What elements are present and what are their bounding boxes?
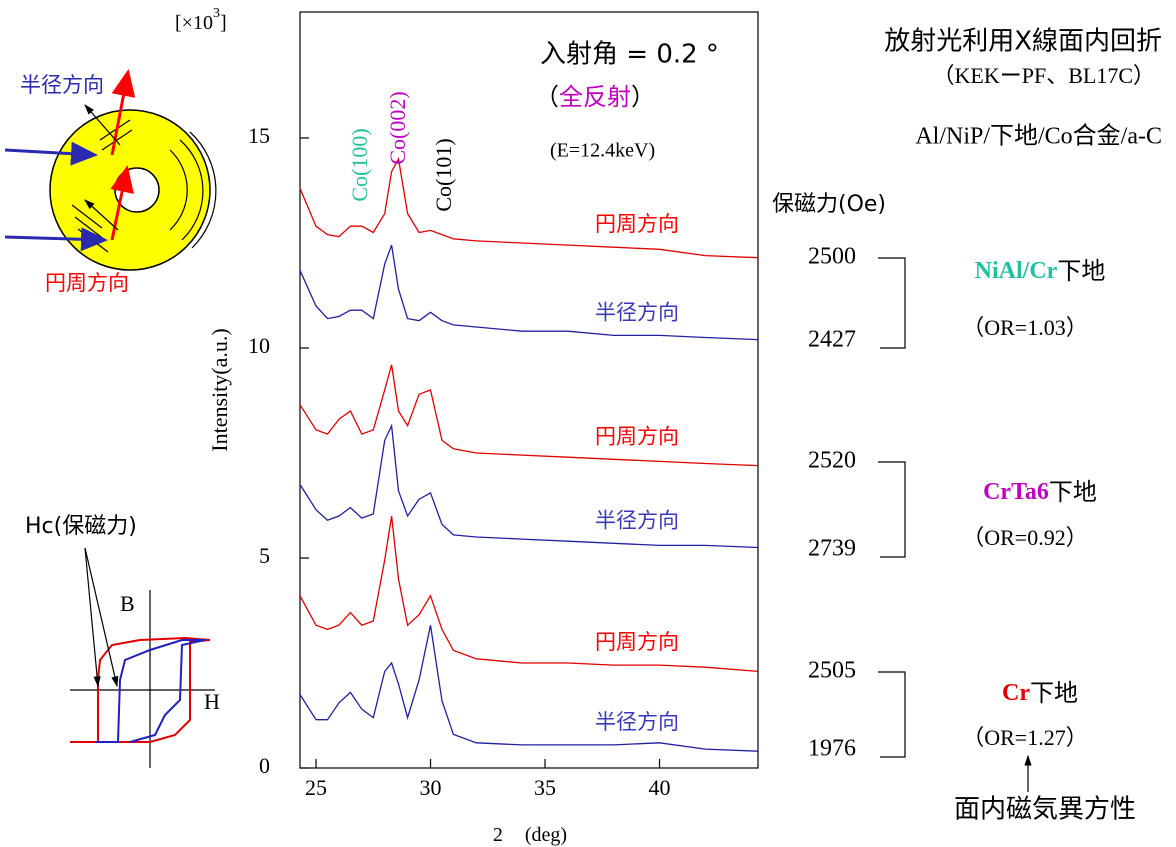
series-label: 円周方向 [595, 630, 679, 654]
incidence: 入射角 = 0.2 ° [540, 40, 719, 70]
underlayer-label: CrTa6下地 [983, 478, 1097, 506]
peak-label: Co(002) [385, 91, 410, 164]
coercivity-value: 2739 [808, 536, 856, 562]
h-axis-label: H [204, 689, 220, 714]
orientation-ratio: （OR=0.92） [962, 525, 1087, 550]
series-label: 半径方向 [595, 710, 679, 734]
coercivity-value: 2427 [808, 327, 856, 353]
coercivity-value: 2500 [808, 244, 856, 270]
underlayer-name: Cr [1002, 680, 1030, 706]
coercivity-value: 2505 [808, 658, 856, 684]
circumferential-label: 円周方向 [45, 271, 129, 295]
y-tick-label: 15 [248, 123, 270, 148]
x-tick-label: 25 [305, 775, 327, 800]
x-tick-label: 30 [420, 775, 442, 800]
coercivity-title: 保磁力(Oe) [772, 192, 886, 217]
b-axis-label: B [120, 591, 135, 616]
underlayer-suffix: 下地 [1057, 257, 1105, 285]
orientation-ratio: （OR=1.03） [962, 315, 1087, 340]
x-tick-label: 40 [649, 775, 671, 800]
anisotropy-note: 面内磁気異方性 [954, 795, 1136, 825]
y-tick-label: 10 [248, 333, 270, 358]
y-axis-label: Intensity(a.u.) [207, 328, 232, 451]
energy: (E=12.4keV) [550, 140, 655, 162]
peak-label: Co(101) [431, 138, 456, 211]
underlayer-suffix: 下地 [1030, 679, 1078, 707]
series-label: 円周方向 [595, 212, 679, 236]
series-label: 半径方向 [595, 508, 679, 532]
underlayer-name: CrTa6 [983, 479, 1049, 505]
y-tick-label: 0 [259, 753, 270, 778]
peak-label: Co(100) [347, 128, 372, 201]
underlayer-suffix: 下地 [1049, 478, 1097, 506]
coercivity-value: 2520 [808, 448, 856, 474]
figure: 半径方向 円周方向 Hc(保磁力) B H 0 5 10 15 25 30 35 40 円周方向… [0, 0, 1176, 847]
underlayer-label: Cr下地 [1002, 679, 1078, 707]
underlayer-name: NiAl/Cr [975, 258, 1058, 284]
header-source: （KEKーPF、BL17C） [933, 63, 1155, 88]
coercivity-value: 1976 [808, 736, 856, 762]
underlayer-label: NiAl/Cr下地 [975, 257, 1106, 285]
header-title: 放射光利用X線面内回折 [884, 27, 1162, 57]
hc-label: Hc(保磁力) [25, 514, 137, 539]
series-label: 円周方向 [595, 424, 679, 448]
reflection: （全反射） [535, 83, 655, 111]
y-tick-label: 5 [259, 543, 270, 568]
x-tick-label: 35 [534, 775, 556, 800]
radial-label: 半径方向 [20, 73, 104, 97]
series-label: 半径方向 [595, 300, 679, 324]
header-stack: Al/NiP/下地/Co合金/a-C [915, 123, 1162, 150]
orientation-ratio: （OR=1.27） [962, 725, 1087, 750]
